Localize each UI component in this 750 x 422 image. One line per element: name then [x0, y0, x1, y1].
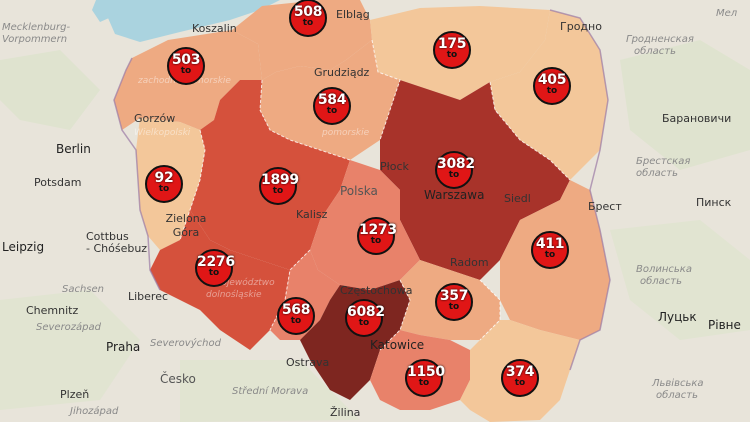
- marker-symbol: to: [544, 250, 556, 260]
- marker-count: 503: [171, 52, 201, 68]
- marker-count: 405: [537, 72, 567, 88]
- baltic-sea: [108, 0, 280, 42]
- marker-symbol: to: [302, 18, 314, 28]
- marker-symbol: to: [358, 318, 370, 328]
- marker-kujawsko-pomorskie[interactable]: 584 to: [313, 87, 351, 125]
- marker-symbol: to: [158, 184, 170, 194]
- marker-count: 2276: [197, 254, 235, 270]
- marker-count: 1899: [261, 172, 299, 188]
- marker-count: 1273: [359, 222, 397, 238]
- marker-symbol: to: [180, 66, 192, 76]
- marker-count: 374: [505, 364, 535, 380]
- marker-count: 1150: [407, 364, 445, 380]
- marker-symbol: to: [272, 186, 284, 196]
- terrain-1: [0, 50, 100, 130]
- marker-symbol: to: [290, 316, 302, 326]
- marker-warminsko-mazurskie[interactable]: 175 to: [433, 31, 471, 69]
- marker-symbol: to: [446, 50, 458, 60]
- terrain-3: [610, 220, 750, 340]
- marker-lubelskie[interactable]: 411 to: [531, 231, 569, 269]
- region-slaskie[interactable]: [300, 280, 410, 400]
- marker-count: 584: [317, 92, 347, 108]
- marker-count: 92: [154, 170, 174, 186]
- marker-podkarpackie[interactable]: 374 to: [501, 359, 539, 397]
- marker-symbol: to: [448, 170, 460, 180]
- marker-count: 508: [293, 4, 323, 20]
- marker-count: 357: [439, 288, 469, 304]
- marker-symbol: to: [418, 378, 430, 388]
- marker-count: 568: [281, 302, 311, 318]
- terrain-4: [0, 290, 140, 410]
- marker-lubuskie[interactable]: 92 to: [145, 165, 183, 203]
- marker-symbol: to: [514, 378, 526, 388]
- marker-symbol: to: [370, 236, 382, 246]
- marker-lodzkie[interactable]: 1273 to: [357, 217, 397, 255]
- marker-opolskie[interactable]: 568 to: [277, 297, 315, 335]
- marker-slaskie[interactable]: 6082 to: [345, 299, 385, 337]
- marker-podlaskie[interactable]: 405 to: [533, 67, 571, 105]
- terrain-5: [180, 360, 360, 422]
- marker-count: 3082: [437, 156, 475, 172]
- marker-dolnoslaskie[interactable]: 2276 to: [195, 249, 235, 287]
- marker-symbol: to: [208, 268, 220, 278]
- terrain-2: [620, 40, 750, 170]
- region-pomorskie[interactable]: [232, 0, 372, 80]
- marker-malopolskie[interactable]: 1150 to: [405, 359, 445, 397]
- marker-count: 175: [437, 36, 467, 52]
- marker-wielkopolskie[interactable]: 1899 to: [259, 167, 299, 205]
- marker-symbol: to: [448, 302, 460, 312]
- marker-symbol: to: [546, 86, 558, 96]
- marker-pomorskie[interactable]: 508 to: [289, 0, 327, 37]
- marker-swietokrzyskie[interactable]: 357 to: [435, 283, 473, 321]
- marker-symbol: to: [326, 106, 338, 116]
- marker-count: 411: [535, 236, 565, 252]
- region-mazowieckie[interactable]: [380, 80, 570, 280]
- country-borders: [113, 9, 611, 371]
- marker-zachodniopomorskie[interactable]: 503 to: [167, 47, 205, 85]
- marker-mazowieckie[interactable]: 3082 to: [435, 151, 475, 189]
- lagoon: [92, 0, 120, 22]
- marker-count: 6082: [347, 304, 385, 320]
